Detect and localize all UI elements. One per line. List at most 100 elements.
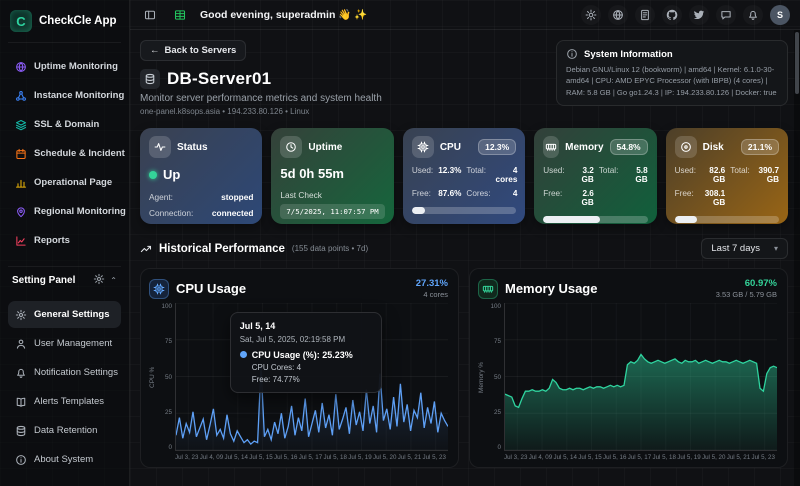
- sidebar-item-ssl-domain[interactable]: SSL & Domain: [8, 111, 121, 138]
- chat-icon[interactable]: [716, 5, 736, 25]
- trending-up-icon: [140, 243, 152, 255]
- sidebar-nav: Uptime Monitoring Instance Monitoring SS…: [8, 43, 126, 254]
- chart-tooltip: Jul 5, 14 Sat, Jul 5, 2025, 02:19:58 PM …: [229, 311, 382, 393]
- y-axis-tick: 50: [164, 373, 172, 381]
- user-icon: [14, 337, 27, 350]
- memory-usage-label: 3.53 GB / 5.79 GB: [715, 290, 777, 299]
- time-range-dropdown[interactable]: Last 7 days ▾: [701, 238, 788, 259]
- layers-icon: [14, 118, 27, 131]
- book-icon: [14, 395, 27, 408]
- x-axis-label: Jul 5, 21: [397, 454, 422, 461]
- disk-card[interactable]: Disk 21.1% Used: 82.6 GB Total: 390.7 GB F…: [665, 128, 789, 224]
- clock-icon: [280, 136, 303, 158]
- docs-icon[interactable]: [635, 5, 655, 25]
- bar-chart-icon: [14, 176, 27, 189]
- language-globe-icon[interactable]: [608, 5, 628, 25]
- y-axis-tick: 100: [490, 303, 501, 310]
- user-avatar[interactable]: S: [770, 4, 790, 25]
- bell-icon[interactable]: [743, 5, 763, 25]
- memory-usage-card: Memory Usage 60.97% 3.53 GB / 5.79 GB Me…: [469, 268, 788, 468]
- settings-item-about-system[interactable]: About System: [8, 446, 121, 473]
- app-name: CheckCle App: [39, 15, 117, 27]
- disk-icon: [674, 136, 697, 158]
- sidebar-item-regional-monitoring[interactable]: Regional Monitoring: [8, 198, 126, 225]
- sidebar-toggle-icon[interactable]: [140, 5, 160, 25]
- status-up-dot: [149, 170, 157, 179]
- cpu-chip-icon: [149, 278, 169, 299]
- scrollbar-thumb[interactable]: [795, 32, 799, 94]
- database-icon: [140, 69, 160, 89]
- x-axis-label: Jul 5, 18: [652, 454, 676, 461]
- x-axis-label: Jul 5, 15: [249, 454, 273, 461]
- map-pin-icon: [14, 205, 27, 218]
- twitter-icon[interactable]: [689, 5, 709, 25]
- sidebar-item-schedule-incident[interactable]: Schedule & Incident: [8, 140, 125, 167]
- settings-item-notification-settings[interactable]: Notification Settings: [8, 359, 121, 386]
- x-axis-label: Jul 5, 21: [726, 454, 751, 461]
- settings-panel-header[interactable]: Setting Panel ⌃: [8, 266, 121, 291]
- sidebar-item-uptime-monitoring[interactable]: Uptime Monitoring: [8, 53, 121, 80]
- sidebar-item-instance-monitoring[interactable]: Instance Monitoring: [8, 82, 124, 109]
- y-axis-tick: 75: [164, 338, 172, 346]
- status-card[interactable]: Status Up Agent: stopped Connection: conne…: [140, 128, 263, 224]
- settings-item-user-management[interactable]: User Management: [8, 330, 121, 357]
- database-icon: [14, 424, 27, 437]
- cpu-x-axis: Jul 3, 23 Jul 4, 09 Jul 5, 14 Jul 5, 15 Jul …: [149, 451, 448, 461]
- cpu-cores-label: 4 cores: [423, 290, 448, 299]
- top-header: Good evening, superadmin 👋 ✨ S: [130, 0, 800, 30]
- info-icon: [14, 453, 27, 466]
- app-logo[interactable]: C CheckCle App: [8, 8, 121, 43]
- app-logo-icon: C: [10, 10, 32, 32]
- x-axis-label: Jul 5, 23: [751, 454, 775, 461]
- settings-item-alerts-templates[interactable]: Alerts Templates: [8, 388, 121, 415]
- y-axis-tick: 0: [168, 444, 172, 451]
- cpu-usage-card: CPU Usage 27.31% 4 cores CPU % 100 75 50 25…: [140, 268, 459, 468]
- gear-icon: [14, 308, 27, 321]
- x-axis-label: Jul 5, 18: [323, 454, 347, 461]
- page-title: DB-Server01: [167, 69, 272, 88]
- y-axis-tick: 25: [493, 408, 501, 416]
- cpu-progress-bar: [411, 207, 517, 214]
- settings-item-general-settings[interactable]: General Settings: [8, 301, 121, 328]
- cpu-card[interactable]: CPU 12.3% Used: 12.3% Total: 4 cores Free:…: [402, 128, 526, 224]
- calendar-icon: [14, 147, 27, 160]
- uptime-card[interactable]: Uptime 5d 0h 55m Last Check 7/5/2025, 11…: [271, 128, 394, 224]
- x-axis-label: Jul 5, 19: [677, 454, 701, 461]
- x-axis-label: Jul 3, 23: [504, 454, 528, 461]
- y-axis-tick: 75: [493, 338, 501, 346]
- memory-chart-title: Memory Usage: [505, 281, 598, 296]
- nodes-icon: [14, 89, 27, 102]
- x-axis-label: Jul 5, 14: [553, 454, 577, 461]
- cpu-usage-badge: 12.3%: [478, 139, 517, 155]
- sidebar-item-reports[interactable]: Reports: [8, 227, 121, 254]
- memory-ram-icon: [543, 136, 560, 158]
- y-axis-tick: 0: [497, 444, 501, 451]
- table-view-icon[interactable]: [170, 5, 190, 25]
- chevron-up-icon[interactable]: ⌃: [110, 275, 117, 285]
- github-icon[interactable]: [662, 5, 682, 25]
- vertical-scrollbar[interactable]: [794, 30, 800, 486]
- x-axis-label: Jul 4, 09: [528, 454, 553, 461]
- info-icon: [566, 48, 578, 60]
- charts-row: CPU Usage 27.31% 4 cores CPU % 100 75 50 25…: [140, 268, 788, 468]
- y-axis-tick: 100: [161, 303, 172, 310]
- memory-card[interactable]: Memory 54.8% Used: 3.2 GB Total: 5.8 GB Fr…: [534, 128, 657, 224]
- theme-sun-icon[interactable]: [581, 5, 601, 25]
- gear-icon[interactable]: [93, 273, 105, 287]
- cpu-chart-title: CPU Usage: [176, 281, 247, 296]
- disk-progress-bar: [674, 216, 780, 223]
- performance-meta: (155 data points • 7d): [291, 244, 369, 253]
- greeting-text: Good evening, superadmin 👋 ✨: [200, 9, 368, 21]
- x-axis-label: Jul 5, 17: [627, 454, 652, 461]
- page-subtitle: Monitor server performance metrics and s…: [140, 93, 382, 104]
- status-value: Up: [163, 167, 181, 182]
- settings-item-data-retention[interactable]: Data Retention: [8, 417, 121, 444]
- memory-chart-plot[interactable]: [504, 303, 777, 451]
- back-to-servers-button[interactable]: ← Back to Servers: [140, 40, 247, 61]
- sidebar-item-operational-page[interactable]: Operational Page: [8, 169, 121, 196]
- cpu-current-value: 27.31%: [415, 278, 448, 289]
- series-dot: [239, 351, 247, 359]
- x-axis-label: Jul 4, 09: [199, 454, 224, 461]
- x-axis-label: Jul 5, 16: [274, 454, 298, 461]
- cpu-chip-icon: [411, 136, 434, 158]
